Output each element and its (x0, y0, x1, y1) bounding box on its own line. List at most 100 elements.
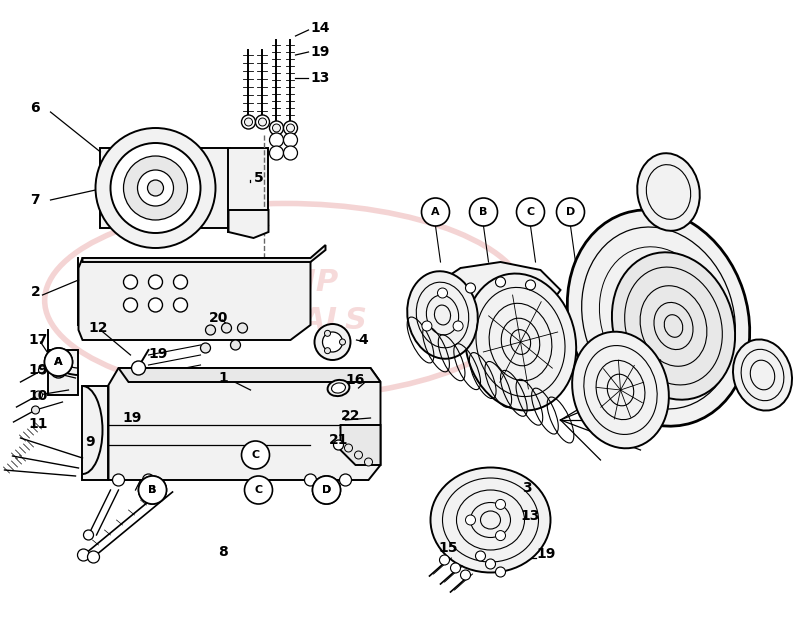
Circle shape (272, 124, 280, 132)
Ellipse shape (567, 210, 748, 426)
Circle shape (324, 347, 330, 354)
Text: 21: 21 (328, 433, 348, 447)
Text: A: A (54, 357, 63, 367)
Text: D: D (321, 485, 331, 495)
Circle shape (31, 406, 39, 414)
Circle shape (314, 324, 350, 360)
Text: 15: 15 (438, 541, 458, 555)
Circle shape (241, 115, 255, 129)
Text: 11: 11 (28, 417, 48, 431)
Circle shape (322, 332, 342, 352)
Circle shape (138, 476, 166, 504)
Circle shape (255, 115, 269, 129)
Polygon shape (83, 245, 325, 262)
Circle shape (230, 340, 240, 350)
Polygon shape (118, 368, 380, 382)
Polygon shape (228, 210, 268, 238)
Circle shape (35, 391, 43, 399)
Text: 17: 17 (28, 333, 48, 347)
Text: SPECIALS: SPECIALS (203, 306, 367, 335)
Text: D: D (321, 485, 331, 495)
Polygon shape (108, 368, 380, 480)
Text: 19: 19 (536, 547, 555, 561)
Circle shape (344, 444, 352, 452)
Circle shape (469, 198, 497, 226)
Circle shape (244, 476, 272, 504)
Circle shape (453, 321, 463, 331)
Circle shape (495, 567, 505, 577)
Circle shape (333, 440, 343, 450)
Text: C: C (254, 485, 263, 495)
Circle shape (516, 198, 544, 226)
Polygon shape (100, 148, 230, 228)
Text: 9: 9 (85, 435, 95, 449)
Circle shape (439, 555, 449, 565)
Circle shape (460, 570, 470, 580)
Circle shape (84, 530, 93, 540)
Ellipse shape (406, 271, 477, 359)
Circle shape (200, 343, 210, 353)
Circle shape (421, 198, 449, 226)
Circle shape (485, 559, 495, 569)
Circle shape (495, 531, 505, 541)
Text: 13: 13 (520, 509, 539, 523)
Text: 16: 16 (345, 373, 365, 387)
Text: 22: 22 (340, 409, 360, 423)
Text: 8: 8 (218, 545, 228, 559)
Circle shape (132, 361, 145, 375)
Circle shape (304, 474, 316, 486)
Circle shape (137, 170, 173, 206)
Text: 1: 1 (218, 371, 228, 385)
Circle shape (283, 121, 297, 135)
Text: 7: 7 (31, 193, 40, 207)
Circle shape (269, 121, 283, 135)
Circle shape (149, 275, 162, 289)
Circle shape (39, 366, 47, 374)
Ellipse shape (430, 468, 550, 573)
Circle shape (244, 118, 252, 126)
Circle shape (124, 298, 137, 312)
Circle shape (283, 146, 297, 160)
Circle shape (221, 323, 231, 333)
Circle shape (149, 298, 162, 312)
Circle shape (556, 198, 584, 226)
Text: 20: 20 (208, 311, 227, 325)
Circle shape (354, 451, 362, 459)
Text: 6: 6 (31, 101, 40, 115)
Circle shape (44, 348, 72, 376)
Ellipse shape (637, 153, 699, 231)
Text: C: C (251, 450, 259, 460)
Circle shape (138, 476, 166, 504)
Circle shape (312, 476, 340, 504)
Circle shape (324, 331, 330, 336)
Ellipse shape (611, 252, 734, 399)
Ellipse shape (572, 332, 668, 448)
Circle shape (142, 474, 154, 486)
Circle shape (437, 288, 447, 298)
Ellipse shape (331, 383, 345, 393)
Circle shape (147, 180, 163, 196)
Circle shape (173, 275, 187, 289)
Text: 3: 3 (522, 481, 532, 495)
Text: B: B (148, 485, 157, 495)
Circle shape (339, 474, 351, 486)
Text: 5: 5 (253, 171, 263, 185)
Circle shape (124, 156, 187, 220)
Circle shape (450, 563, 460, 573)
Circle shape (173, 298, 187, 312)
Ellipse shape (464, 274, 576, 411)
Polygon shape (83, 386, 108, 480)
Text: 14: 14 (310, 21, 329, 35)
Text: 19: 19 (28, 363, 48, 377)
Circle shape (269, 146, 283, 160)
Circle shape (525, 280, 535, 290)
Circle shape (269, 133, 283, 147)
Text: D: D (565, 207, 574, 217)
Circle shape (475, 551, 485, 561)
Polygon shape (228, 148, 268, 232)
Circle shape (241, 441, 269, 469)
Circle shape (124, 275, 137, 289)
Text: B: B (479, 207, 487, 217)
Polygon shape (48, 350, 79, 395)
Circle shape (312, 476, 340, 504)
